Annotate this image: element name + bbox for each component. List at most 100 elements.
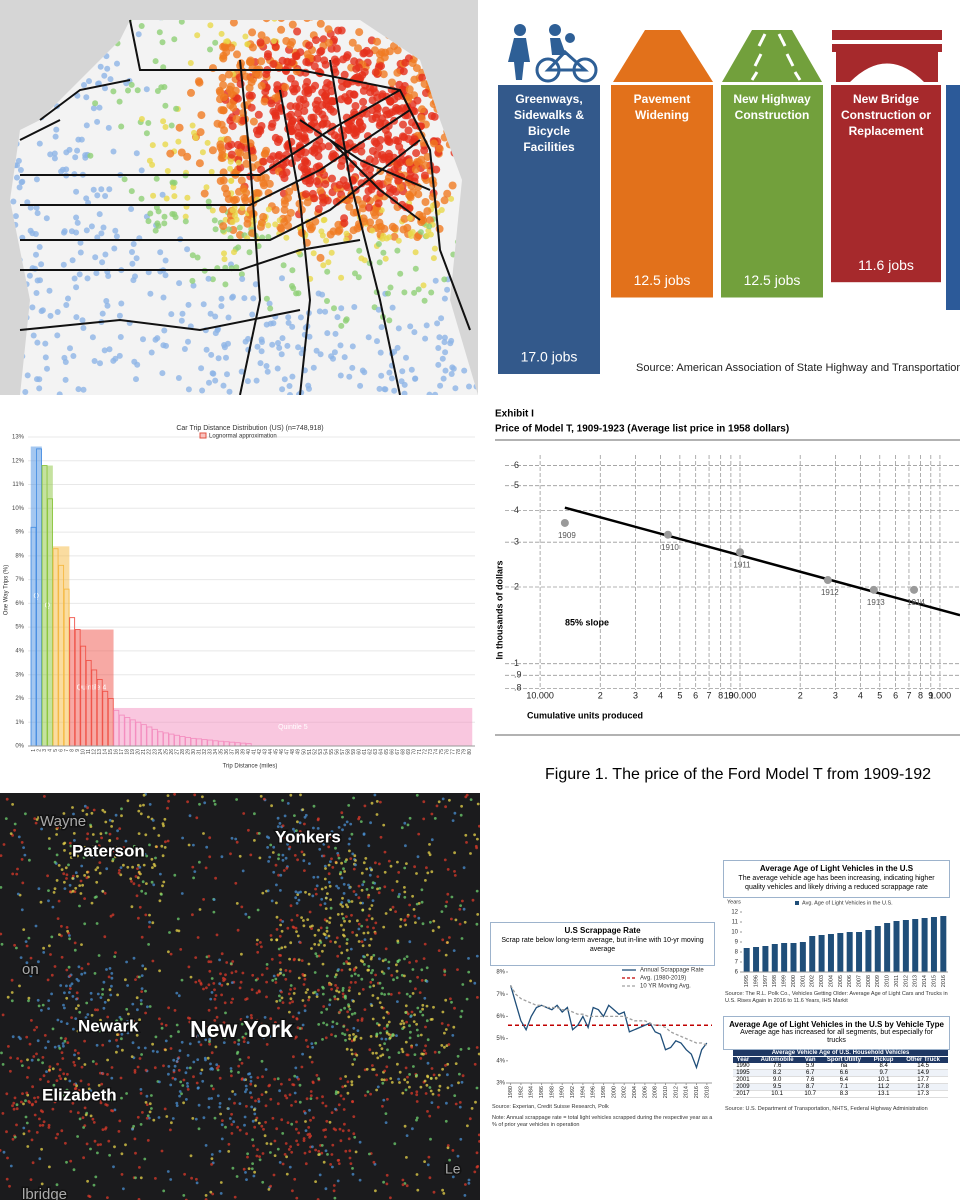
dot — [249, 1014, 253, 1017]
dot — [431, 1092, 435, 1096]
dot — [403, 886, 406, 889]
dot — [279, 954, 282, 957]
dot — [371, 881, 375, 885]
heat-dot — [171, 36, 178, 43]
dot — [182, 1194, 186, 1197]
heat-dot — [101, 72, 108, 79]
dot — [272, 870, 276, 874]
dot — [240, 952, 243, 956]
dot — [101, 808, 105, 812]
dot — [375, 1073, 379, 1077]
dot — [69, 1110, 73, 1113]
dot — [424, 1044, 427, 1048]
dot — [162, 1064, 165, 1068]
dot — [172, 1069, 176, 1072]
exhibit-header: Exhibit I — [495, 409, 534, 420]
x-tick-label: 58 — [345, 749, 351, 755]
dot — [341, 905, 344, 908]
dot — [130, 1055, 134, 1058]
dot — [322, 854, 326, 858]
dot — [282, 973, 286, 977]
heat-dot — [309, 113, 318, 122]
x-tick-label: 2014 — [922, 975, 928, 987]
x-tick-label: 6 — [693, 690, 698, 700]
heat-dot — [287, 74, 295, 83]
dot — [90, 811, 94, 815]
dot — [453, 1006, 456, 1010]
dot — [78, 1117, 82, 1121]
dot — [348, 1149, 352, 1153]
heat-dot — [83, 195, 90, 202]
heat-dot — [323, 237, 330, 244]
dot — [308, 862, 311, 865]
dot — [204, 1194, 208, 1197]
dot — [290, 1122, 294, 1126]
dot — [292, 827, 295, 831]
dot — [376, 1085, 380, 1089]
dot — [110, 984, 113, 988]
dot — [139, 1088, 143, 1091]
heat-dot — [411, 329, 418, 336]
dot — [0, 932, 3, 936]
dot — [51, 1067, 55, 1071]
heat-dot — [280, 205, 289, 214]
dot — [121, 1048, 124, 1052]
dot — [69, 844, 73, 848]
dot — [104, 831, 108, 835]
point-label: 1910 — [661, 543, 679, 552]
dot — [403, 1078, 407, 1082]
dot — [340, 861, 343, 865]
x-tick-label: 52 — [312, 749, 318, 755]
x-tick-label: 6 — [893, 690, 898, 700]
dot — [307, 998, 310, 1002]
dot — [475, 889, 479, 893]
dot — [210, 1163, 214, 1166]
dot — [166, 806, 169, 810]
heat-dot — [310, 364, 317, 371]
heat-dot — [346, 373, 353, 380]
legend-label: Annual Scrappage Rate — [640, 968, 704, 974]
dot — [85, 876, 89, 880]
dot — [354, 859, 357, 862]
dot — [365, 918, 369, 922]
dot — [16, 892, 20, 896]
dot — [100, 852, 104, 855]
dot — [169, 1083, 173, 1087]
dot — [56, 1062, 59, 1066]
heat-dot — [384, 173, 393, 182]
dot — [15, 946, 18, 950]
dot — [27, 1066, 31, 1070]
dot — [398, 892, 401, 896]
dot — [97, 954, 101, 957]
dot — [154, 1035, 158, 1039]
heat-dot — [279, 335, 286, 342]
dot — [359, 901, 362, 905]
dot — [214, 1045, 218, 1049]
heat-dot — [146, 157, 153, 164]
dot — [382, 1098, 386, 1102]
heat-dot — [156, 29, 163, 36]
dot — [136, 1008, 139, 1012]
dot — [166, 794, 170, 797]
dot — [429, 1137, 432, 1141]
dot — [47, 999, 51, 1002]
dot — [90, 1024, 93, 1028]
icon-road — [613, 30, 713, 82]
map-label: Yonkers — [275, 827, 341, 846]
heat-dot — [260, 97, 269, 106]
dot — [169, 952, 173, 956]
heat-dot — [218, 30, 225, 37]
dot — [378, 886, 382, 890]
dot — [385, 1065, 389, 1069]
dot — [372, 926, 375, 930]
dot — [251, 1162, 255, 1165]
heat-dot — [412, 265, 419, 272]
map-label: lbridge — [22, 1186, 67, 1200]
heat-dot — [428, 289, 435, 296]
heat-dot — [420, 80, 429, 88]
dot — [255, 1154, 259, 1158]
heat-dot — [36, 244, 43, 250]
dot — [91, 1117, 95, 1121]
dot — [362, 931, 366, 935]
heat-dot — [412, 249, 419, 256]
